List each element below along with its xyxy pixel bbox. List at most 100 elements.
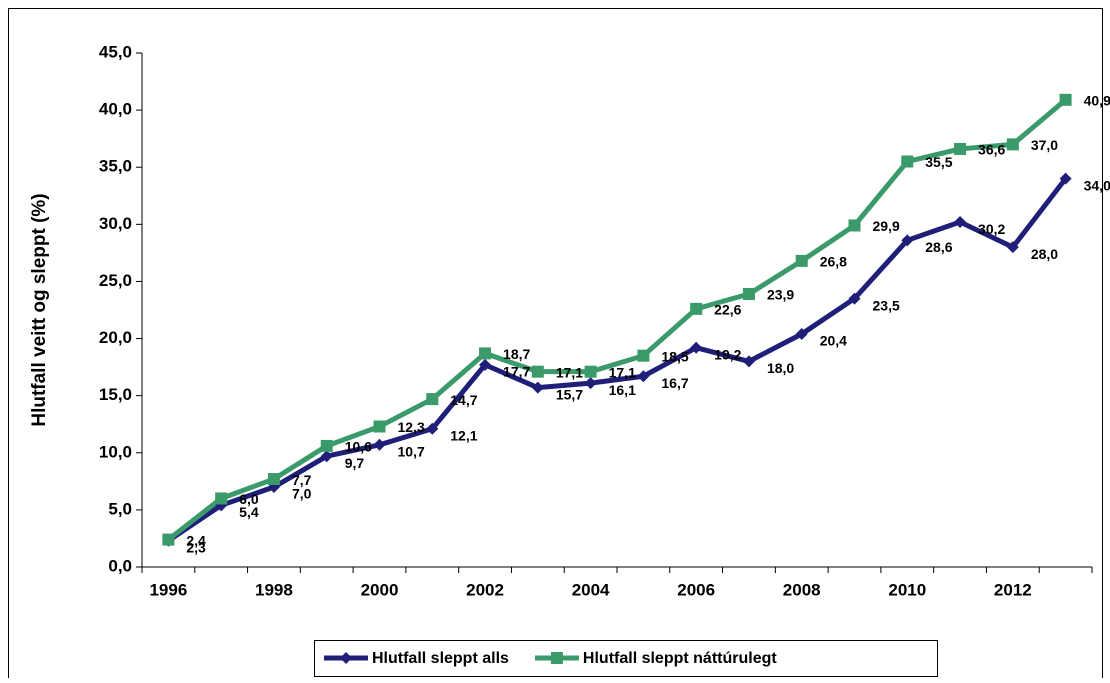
point bbox=[267, 473, 280, 486]
data-label: 7,7 bbox=[292, 472, 312, 488]
data-label: 23,9 bbox=[767, 287, 794, 303]
point bbox=[742, 355, 755, 368]
point bbox=[373, 438, 386, 451]
data-label: 2,3 bbox=[186, 539, 206, 555]
point bbox=[320, 450, 333, 463]
point bbox=[690, 302, 703, 315]
point bbox=[320, 439, 333, 452]
data-label: 22,6 bbox=[714, 302, 741, 318]
legend-label: Hlutfall sleppt alls bbox=[372, 650, 509, 667]
chart-frame bbox=[8, 8, 1103, 683]
y-tick-label: 15,0 bbox=[99, 385, 132, 404]
y-axis-title: Hlutfall veitt og sleppt (%) bbox=[29, 193, 50, 426]
legend-marker bbox=[340, 652, 352, 664]
data-label: 18,5 bbox=[661, 348, 688, 364]
data-label: 17,7 bbox=[503, 364, 530, 380]
point bbox=[162, 533, 175, 546]
data-label: 5,4 bbox=[239, 504, 259, 520]
point bbox=[637, 349, 650, 362]
x-tick-label: 2012 bbox=[994, 580, 1032, 599]
data-label: 37,0 bbox=[1031, 137, 1058, 153]
data-label: 2,4 bbox=[186, 532, 206, 548]
data-label: 28,0 bbox=[1031, 246, 1058, 262]
point bbox=[531, 381, 544, 394]
data-label: 17,1 bbox=[556, 364, 583, 380]
point bbox=[848, 292, 861, 305]
data-label: 26,8 bbox=[820, 254, 847, 270]
legend-label: Hlutfall sleppt náttúrulegt bbox=[583, 650, 777, 667]
legend: Hlutfall sleppt alls Hlutfall sleppt nátt… bbox=[314, 640, 938, 677]
data-label: 12,1 bbox=[450, 427, 477, 443]
point bbox=[901, 155, 914, 168]
data-label: 29,9 bbox=[873, 218, 900, 234]
y-tick-label: 0,0 bbox=[108, 556, 132, 575]
point bbox=[742, 288, 755, 301]
series-line bbox=[166, 177, 1068, 543]
point bbox=[1006, 138, 1019, 151]
data-label: 16,1 bbox=[609, 382, 636, 398]
data-label: 15,7 bbox=[556, 386, 583, 402]
point bbox=[584, 365, 597, 378]
data-label: 19,2 bbox=[714, 346, 741, 362]
data-label: 17,1 bbox=[609, 364, 636, 380]
point bbox=[426, 393, 439, 406]
y-tick-label: 25,0 bbox=[99, 271, 132, 290]
y-tick-label: 40,0 bbox=[99, 100, 132, 119]
data-label: 34,0 bbox=[1084, 177, 1110, 193]
x-tick-label: 2004 bbox=[572, 580, 610, 599]
y-tick-label: 35,0 bbox=[99, 157, 132, 176]
data-label: 9,7 bbox=[345, 455, 365, 471]
x-tick-label: 2010 bbox=[888, 580, 926, 599]
point bbox=[1059, 93, 1072, 106]
data-label: 28,6 bbox=[925, 239, 952, 255]
point bbox=[373, 420, 386, 433]
x-tick-label: 2002 bbox=[466, 580, 504, 599]
y-tick-label: 10,0 bbox=[99, 442, 132, 461]
point bbox=[795, 254, 808, 267]
point bbox=[1059, 172, 1072, 185]
point bbox=[795, 327, 808, 340]
data-label: 23,5 bbox=[873, 297, 900, 313]
data-label: 18,7 bbox=[503, 346, 530, 362]
point bbox=[215, 492, 228, 505]
data-label: 10,6 bbox=[345, 439, 372, 455]
point bbox=[901, 234, 914, 247]
y-tick-label: 30,0 bbox=[99, 214, 132, 233]
data-label: 35,5 bbox=[925, 154, 952, 170]
point bbox=[479, 358, 492, 371]
legend-box bbox=[314, 640, 938, 677]
point bbox=[848, 219, 861, 232]
x-tick-label: 2006 bbox=[677, 580, 715, 599]
data-label: 7,0 bbox=[292, 486, 312, 502]
point bbox=[584, 377, 597, 390]
data-label: 14,7 bbox=[450, 392, 477, 408]
point bbox=[954, 142, 967, 155]
point bbox=[479, 347, 492, 360]
data-label: 20,4 bbox=[820, 333, 847, 349]
data-label: 30,2 bbox=[978, 221, 1005, 237]
series-line bbox=[166, 97, 1068, 542]
x-tick-label: 2008 bbox=[783, 580, 821, 599]
y-tick-label: 5,0 bbox=[108, 499, 132, 518]
point bbox=[954, 216, 967, 229]
data-label: 12,3 bbox=[398, 419, 425, 435]
point bbox=[690, 341, 703, 354]
y-tick-label: 20,0 bbox=[99, 328, 132, 347]
point bbox=[1006, 241, 1019, 254]
data-label: 40,9 bbox=[1084, 93, 1110, 109]
point bbox=[637, 370, 650, 383]
data-label: 18,0 bbox=[767, 360, 794, 376]
legend-marker bbox=[550, 652, 563, 664]
data-label: 16,7 bbox=[661, 375, 688, 391]
point bbox=[531, 365, 544, 378]
x-tick-label: 2000 bbox=[361, 580, 399, 599]
data-label: 6,0 bbox=[239, 491, 259, 507]
x-tick-label: 1996 bbox=[149, 580, 187, 599]
y-tick-label: 45,0 bbox=[99, 42, 132, 61]
data-label: 36,6 bbox=[978, 142, 1005, 158]
point bbox=[426, 422, 439, 435]
x-tick-label: 1998 bbox=[255, 580, 293, 599]
data-label: 10,7 bbox=[398, 443, 425, 459]
